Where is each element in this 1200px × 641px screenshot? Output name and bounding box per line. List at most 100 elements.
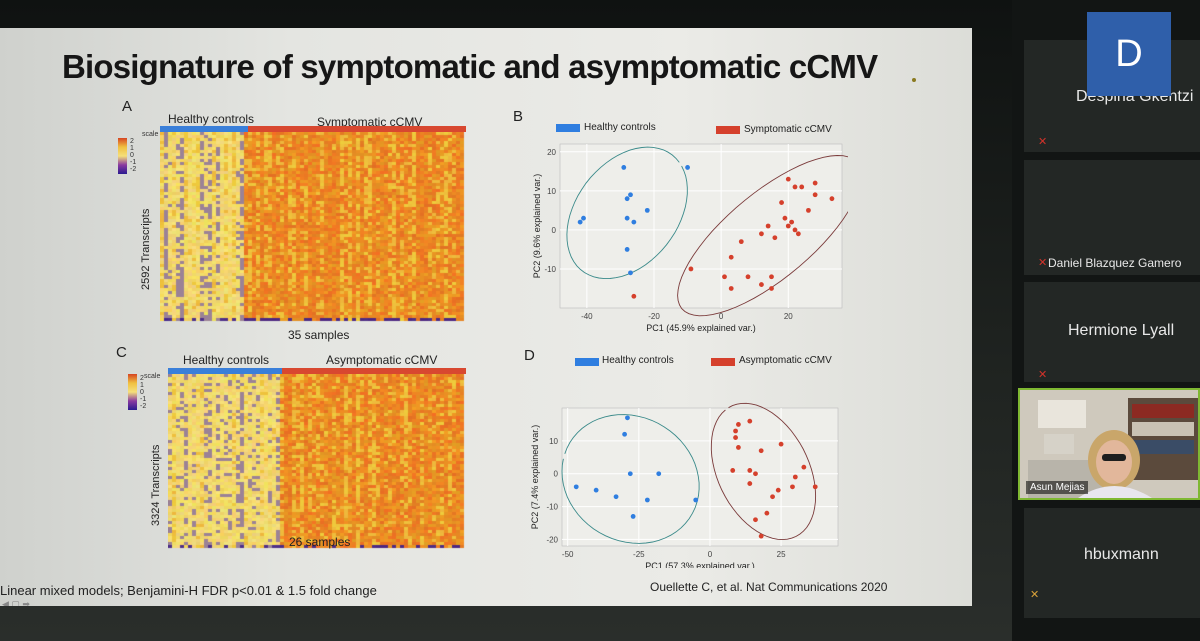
- panel-d-legend-healthy-swatch: [575, 358, 599, 366]
- slide-title: Biosignature of symptomatic and asymptom…: [62, 48, 878, 85]
- slide-nav-controls[interactable]: ◀ ▢ ➡: [2, 599, 30, 606]
- x-tick-label: -40: [581, 312, 593, 321]
- x-tick-label: -50: [562, 550, 574, 559]
- presentation-slide: Biosignature of symptomatic and asymptom…: [0, 28, 972, 606]
- plot-frame: [559, 143, 843, 309]
- panel-a-letter: A: [122, 98, 133, 115]
- active-speaker-video[interactable]: Asun Mejias: [1018, 388, 1200, 500]
- scale-tick: 0: [140, 389, 144, 396]
- y-tick-label: -20: [546, 535, 558, 544]
- data-point: [778, 441, 784, 447]
- panel-a-left-group: Healthy controls: [168, 112, 255, 126]
- data-point: [622, 431, 627, 437]
- data-point: [630, 514, 636, 519]
- panel-c-scale-title: scale: [144, 373, 161, 380]
- panel-d-legend-cmv: Asymptomatic cCMV: [739, 355, 832, 366]
- data-point: [644, 207, 650, 213]
- panel-b-letter: B: [513, 108, 524, 125]
- y-axis-label: PC2 (9.6% explained var.): [532, 174, 542, 279]
- x-tick-label: -20: [648, 312, 660, 321]
- data-point: [779, 200, 784, 205]
- participants-sidebar: Despina Gkentzi ✕ ✕ Daniel Blazquez Game…: [1012, 0, 1200, 641]
- data-point: [792, 474, 798, 480]
- data-point: [656, 471, 662, 477]
- data-point: [573, 484, 579, 490]
- scale-tick: -1: [130, 159, 137, 166]
- data-point: [790, 484, 795, 490]
- panel-b-legend-healthy: Healthy controls: [584, 122, 656, 133]
- laser-pointer: [912, 78, 916, 82]
- data-point: [747, 481, 753, 486]
- data-point: [765, 223, 771, 229]
- x-tick-label: 20: [784, 312, 793, 321]
- data-point: [593, 487, 599, 493]
- panel-c-ylabel: 3324 Transcripts: [150, 444, 162, 526]
- x-tick-label: -25: [633, 550, 645, 559]
- data-point: [733, 428, 738, 434]
- data-point: [758, 448, 764, 454]
- scale-tick: 2: [140, 375, 144, 382]
- y-tick-label: 20: [547, 148, 556, 157]
- panel-a-xlabel: 35 samples: [288, 328, 350, 342]
- x-axis-label: PC1 (57.3% explained var.): [645, 561, 755, 568]
- panel-d-legend-healthy: Healthy controls: [602, 355, 674, 366]
- muted-mic-icon: ✕: [1038, 257, 1048, 269]
- panel-d-legend-cmv-swatch: [711, 358, 735, 366]
- panel-c-heatmap: [168, 374, 466, 549]
- data-point: [722, 274, 727, 280]
- confidence-ellipse: [677, 155, 848, 317]
- data-point: [775, 487, 781, 493]
- data-point: [625, 415, 630, 421]
- y-tick-label: 0: [552, 226, 557, 235]
- data-point: [621, 165, 627, 170]
- data-point: [688, 266, 694, 272]
- participant-tile[interactable]: hbuxmann ✕: [1024, 508, 1200, 618]
- data-point: [753, 517, 758, 523]
- data-point: [728, 254, 734, 260]
- data-point: [577, 219, 583, 225]
- data-point: [812, 484, 818, 490]
- data-point: [753, 471, 758, 477]
- footer-methods: Linear mixed models; Benjamini-H FDR p<0…: [0, 583, 377, 598]
- data-point: [770, 494, 775, 500]
- data-point: [792, 227, 798, 233]
- scale-tick: -1: [140, 396, 147, 403]
- avatar: D: [1087, 12, 1171, 96]
- panel-c-xlabel: 26 samples: [289, 535, 351, 549]
- data-point: [733, 435, 738, 440]
- x-tick-label: 0: [719, 312, 724, 321]
- data-point: [693, 497, 699, 503]
- x-tick-label: 0: [708, 550, 713, 559]
- data-point: [772, 235, 778, 241]
- panel-a-right-group: Symptomatic cCMV: [317, 115, 423, 129]
- data-point: [806, 207, 811, 213]
- scale-tick: 1: [140, 382, 144, 389]
- x-tick-label: 25: [777, 550, 786, 559]
- data-point: [624, 215, 630, 221]
- data-point: [759, 282, 764, 287]
- data-point: [747, 468, 753, 473]
- data-point: [759, 231, 764, 237]
- scale-tick: 1: [130, 145, 134, 152]
- data-point: [628, 192, 633, 198]
- scale-tick: 2: [130, 138, 134, 145]
- data-point: [738, 239, 744, 245]
- data-point: [624, 196, 630, 202]
- data-point: [769, 274, 774, 280]
- data-point: [747, 418, 753, 424]
- participant-tile[interactable]: Hermione Lyall ✕: [1024, 282, 1200, 382]
- panel-a-scale-bar: [118, 138, 127, 174]
- participant-tile[interactable]: ✕ Daniel Blazquez Gamero: [1024, 160, 1200, 275]
- panel-a-healthy-bar: [160, 126, 248, 132]
- data-point: [769, 286, 774, 291]
- panel-c-letter: C: [116, 344, 127, 361]
- data-point: [758, 533, 764, 539]
- data-point: [789, 219, 795, 225]
- muted-mic-icon: ✕: [1038, 136, 1048, 148]
- data-point: [627, 471, 633, 477]
- data-point: [801, 464, 807, 470]
- data-point: [745, 274, 751, 280]
- footer-citation: Ouellette C, et al. Nat Communications 2…: [650, 580, 888, 594]
- data-point: [736, 445, 741, 450]
- panel-c-cmv-bar: [282, 368, 466, 374]
